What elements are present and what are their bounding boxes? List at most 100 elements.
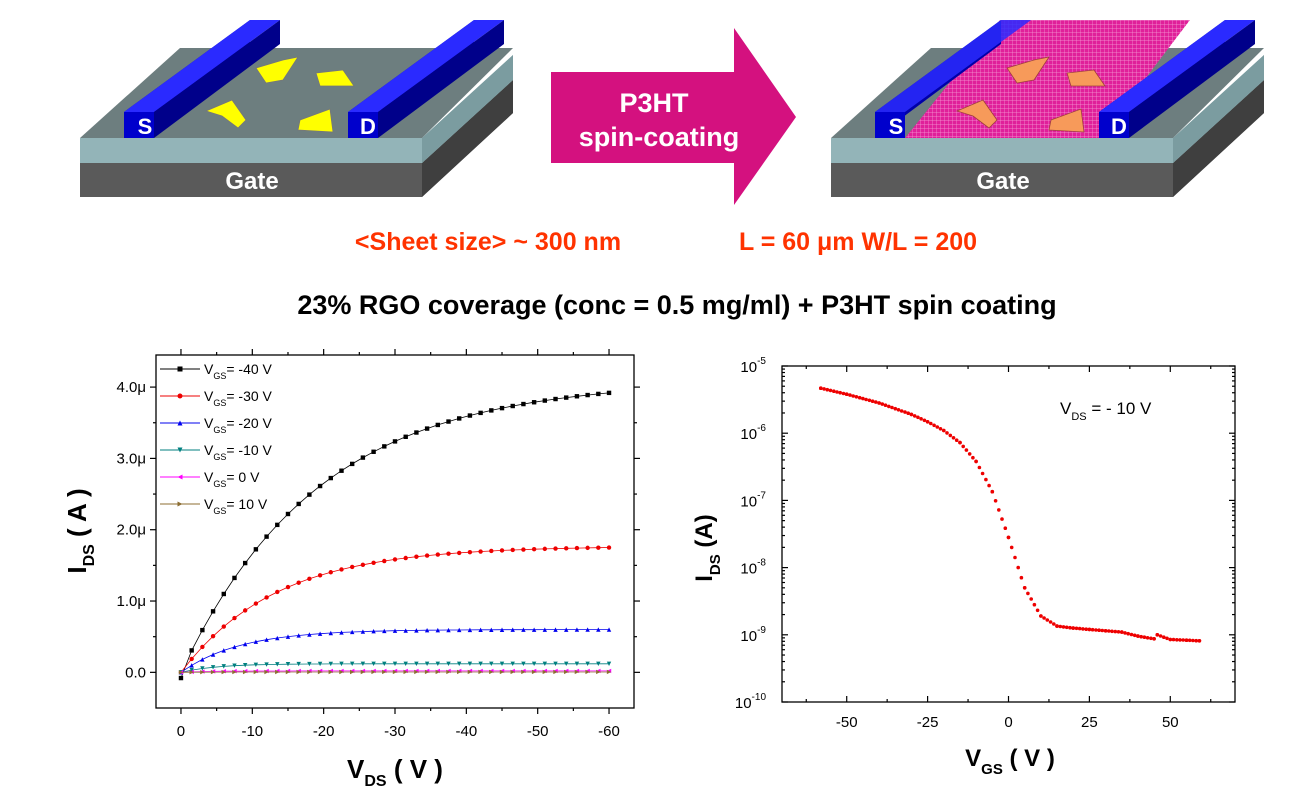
right-drain-ridge: [1099, 20, 1255, 112]
data-point: [606, 661, 612, 666]
data-point: [1032, 602, 1037, 607]
data-point: [1100, 628, 1105, 633]
data-point: [1175, 638, 1179, 642]
data-point: [253, 547, 259, 552]
data-point: [1058, 624, 1063, 629]
data-point: [467, 549, 473, 555]
data-point: [1197, 639, 1202, 643]
data-point: [1055, 624, 1059, 628]
data-point: [596, 545, 601, 550]
left-substrate: [80, 80, 513, 197]
data-point: [489, 548, 494, 554]
x-tick-label: 25: [1081, 714, 1098, 731]
data-point: [542, 669, 548, 675]
data-point: [1009, 545, 1014, 550]
data-point: [521, 627, 526, 632]
data-point: [835, 390, 839, 394]
data-point: [1107, 629, 1111, 633]
data-point: [606, 390, 612, 396]
data-point: [349, 461, 355, 467]
data-point: [1158, 634, 1163, 638]
data-point: [1168, 637, 1173, 642]
transfer-y-axis-label: IDS (A): [691, 514, 724, 582]
data-point: [189, 670, 194, 675]
data-point: [307, 669, 312, 675]
data-point: [253, 639, 259, 644]
data-point: [1187, 638, 1192, 643]
data-point: [296, 661, 301, 667]
data-point: [1152, 637, 1156, 641]
data-point: [1178, 638, 1182, 642]
left-source-side: [154, 20, 280, 138]
data-point: [574, 545, 580, 551]
data-point: [200, 669, 205, 675]
data-point: [307, 632, 312, 637]
left-drain-side: [378, 20, 504, 138]
data-point: [489, 408, 494, 413]
data-point: [371, 661, 376, 667]
data-point: [521, 661, 526, 666]
data-point: [932, 423, 936, 428]
legend-item: VGS= 0 V: [160, 469, 260, 489]
data-point: [984, 477, 988, 482]
output-y-ticks: 0.0 1.0μ 2.0μ 3.0μ 4.0μ: [117, 379, 640, 681]
data-point: [1181, 638, 1185, 642]
data-point: [1087, 627, 1092, 632]
data-point: [446, 627, 451, 633]
data-point: [1136, 634, 1140, 638]
legend-label: VGS= -30 V: [204, 388, 273, 408]
data-point: [542, 546, 548, 552]
right-drain-face: [1099, 112, 1129, 138]
data-point: [424, 669, 430, 675]
left-source-ridge: [124, 20, 280, 112]
data-point: [328, 475, 333, 481]
data-point: [585, 392, 590, 398]
transfer-annotation: VDS = - 10 V: [1060, 399, 1152, 423]
legend-item: VGS= 10 V: [160, 496, 268, 516]
data-point: [467, 669, 473, 675]
data-point: [1090, 627, 1095, 632]
data-point: [945, 431, 949, 435]
data-point: [553, 669, 558, 675]
left-drain-face: [348, 112, 378, 138]
data-point: [1035, 608, 1040, 613]
data-point: [275, 669, 280, 675]
data-point: [403, 555, 408, 561]
data-point: [392, 628, 398, 633]
data-point: [574, 394, 580, 399]
data-point: [435, 661, 441, 666]
data-point: [264, 595, 269, 600]
data-point: [307, 492, 312, 497]
legend-label: VGS= -10 V: [204, 442, 273, 462]
data-point: [1142, 635, 1147, 639]
data-point: [574, 661, 580, 666]
data-point: [253, 662, 259, 668]
output-series: [178, 390, 612, 681]
legend-label: VGS= 0 V: [204, 469, 260, 489]
data-point: [489, 661, 494, 666]
transfer-y-ticks: 10-10 10-9 10-8 10-7 10-6 10-5: [735, 356, 1235, 712]
data-point: [971, 455, 975, 460]
data-point: [1006, 535, 1011, 540]
data-point: [177, 501, 183, 507]
data-point: [382, 558, 387, 564]
data-point: [424, 553, 430, 558]
data-point: [435, 627, 441, 633]
data-point: [1084, 627, 1088, 631]
channel-params-text: L = 60 μm W/L = 200: [739, 228, 977, 256]
output-x-ticks: 0 -10 -20 -30 -40 -50 -60: [177, 349, 620, 740]
data-point: [838, 390, 842, 395]
data-point: [499, 627, 505, 632]
data-point: [478, 549, 483, 554]
output-legend: VGS= -40 V VGS= -30 V VGS= -20 V VGS= -10 V…: [160, 361, 273, 516]
data-point: [1132, 633, 1137, 638]
data-point: [285, 662, 291, 667]
data-point: [977, 465, 982, 470]
data-point: [596, 627, 601, 632]
data-point: [1045, 618, 1050, 622]
legend-item: VGS= -30 V: [160, 388, 273, 408]
series-line: [180, 392, 610, 679]
data-point: [221, 664, 226, 669]
output-series-triangle-up: [178, 627, 612, 675]
